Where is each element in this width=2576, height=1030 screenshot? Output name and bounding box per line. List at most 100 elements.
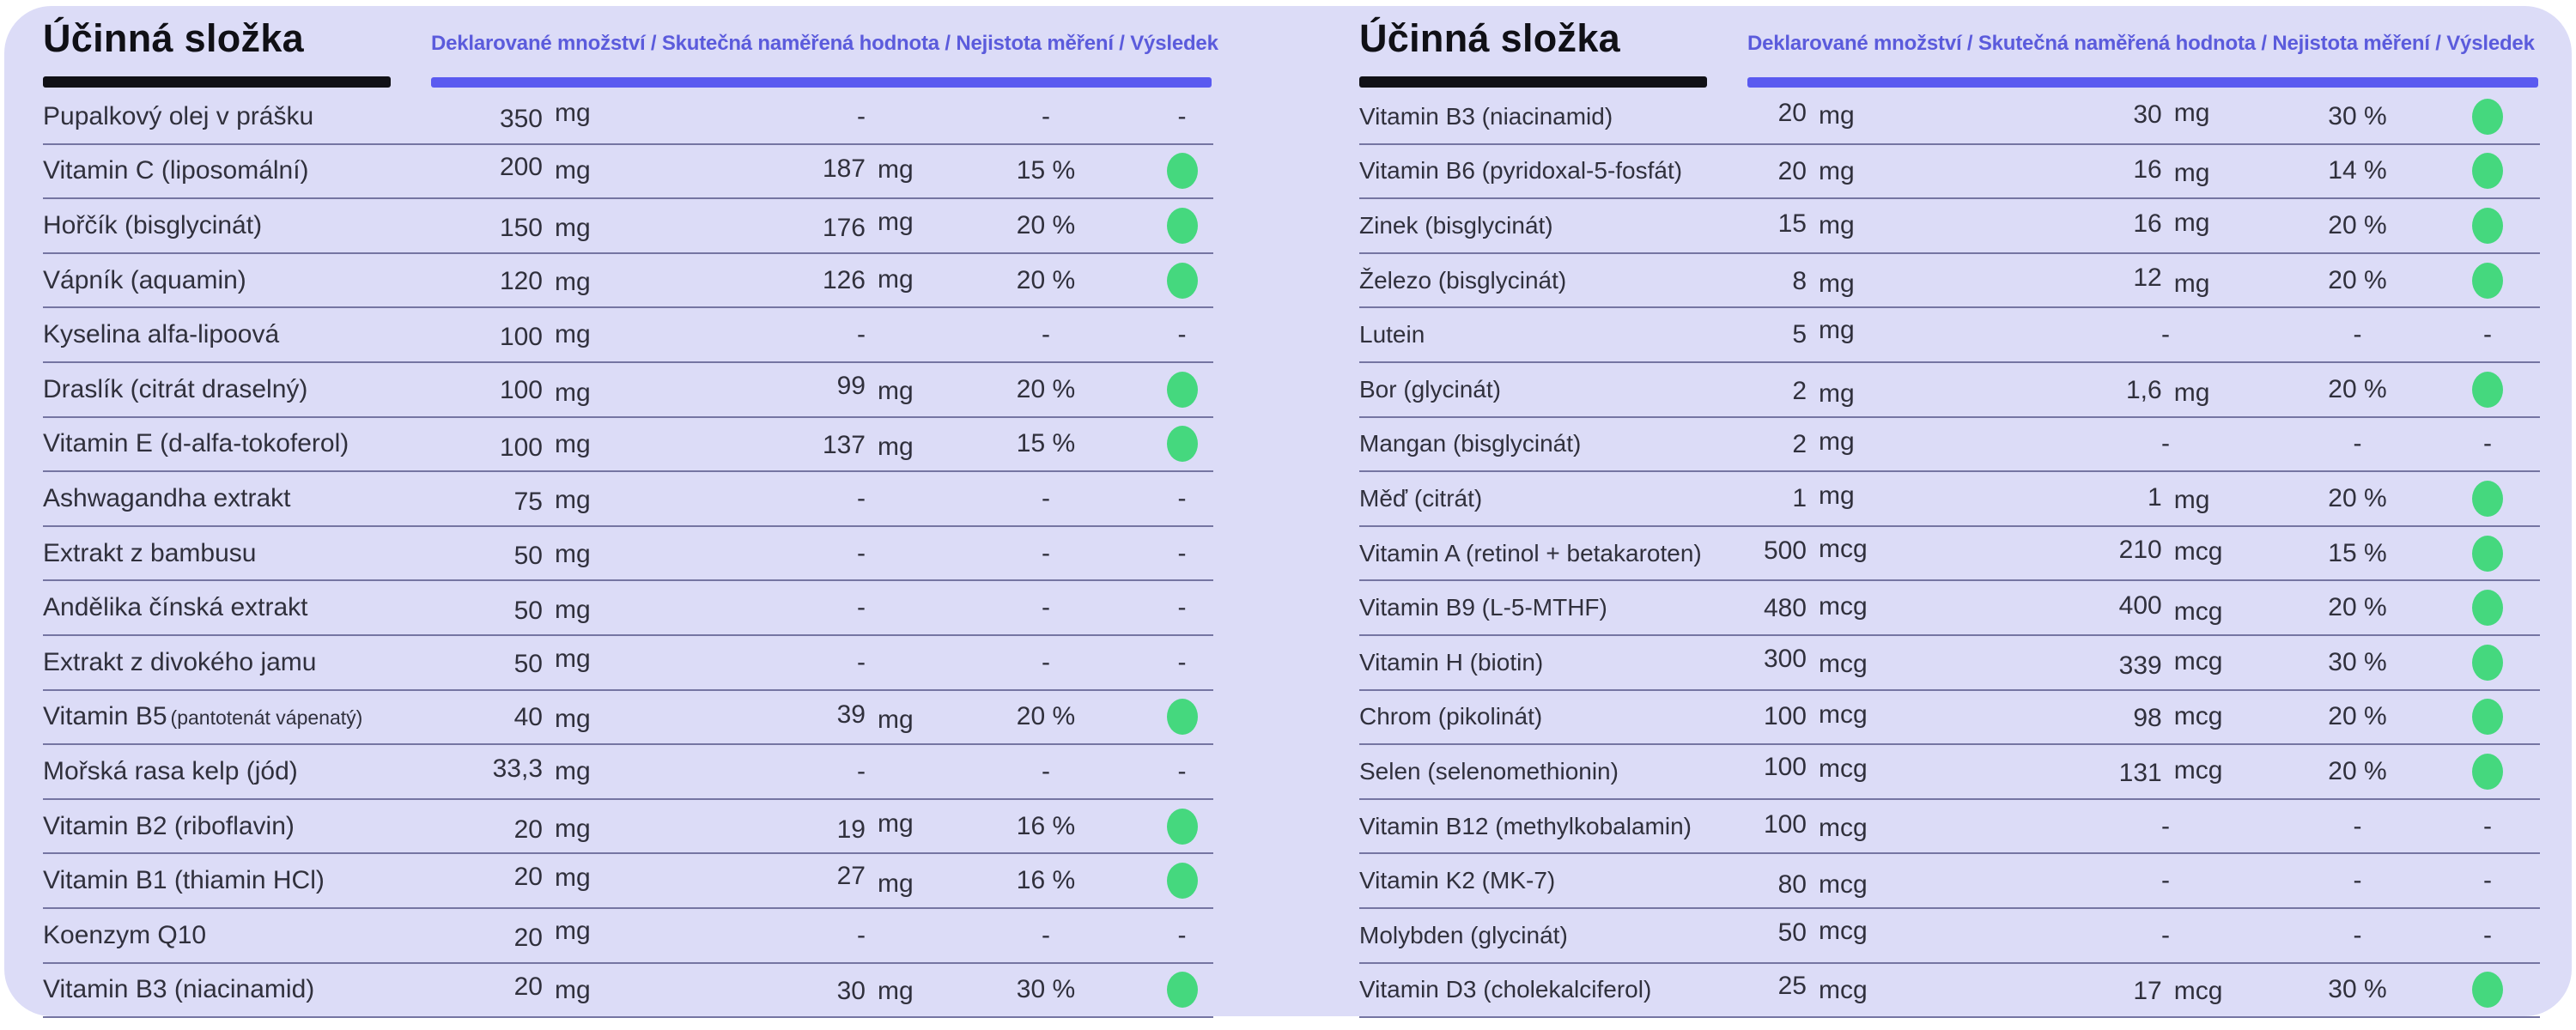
declared-unit: mg: [555, 596, 591, 625]
ingredient-label: Vitamin H (biotin): [1359, 649, 1741, 676]
uncertainty-value: 20 %: [2328, 483, 2387, 512]
measured-value: 400: [2118, 591, 2162, 621]
pass-dot-icon: [1166, 699, 1198, 736]
ingredient-name: Ashwagandha extrakt: [43, 483, 291, 512]
ingredient-name: Lutein: [1359, 321, 1425, 348]
uncertainty-value: -: [1042, 593, 1050, 622]
declared-value: 20: [1777, 98, 1807, 127]
result-dash: -: [1177, 538, 1187, 567]
measured-unit: mg: [878, 706, 914, 735]
measured-amount: -: [661, 648, 981, 677]
measured-amount: 176 mg: [661, 208, 981, 242]
measurement-uncertainty: 20 %: [2252, 593, 2394, 622]
measurement-uncertainty: 30 %: [2252, 975, 2394, 1004]
declared-value: 480: [1763, 594, 1807, 623]
declared-unit: mg: [555, 814, 591, 843]
declared-unit: mg: [1819, 210, 1855, 239]
measured-value: 98: [2133, 704, 2162, 733]
uncertainty-value: 30 %: [2328, 975, 2387, 1004]
result-cell: -: [1111, 921, 1213, 950]
declared-value: 50: [1777, 918, 1807, 947]
ingredient-label: Koenzym Q10: [43, 921, 447, 950]
result-cell: [2394, 371, 2540, 408]
ingredient-label: Vitamin A (retinol + betakaroten): [1359, 540, 1741, 567]
declared-unit: mcg: [1819, 976, 1868, 1005]
pass-dot-icon: [2472, 699, 2503, 736]
measurement-uncertainty: -: [2252, 921, 2394, 950]
measurement-uncertainty: -: [2252, 866, 2394, 895]
table-row: Mangan (bisglycinát) 2 mg - - -: [1359, 418, 2540, 473]
measurement-uncertainty: 30 %: [2252, 648, 2394, 677]
uncertainty-value: -: [2353, 811, 2362, 840]
uncertainty-value: 20 %: [2328, 702, 2387, 731]
result-cell: -: [2394, 921, 2540, 950]
result-cell: [2394, 590, 2540, 627]
result-dash: -: [1177, 647, 1187, 676]
pass-dot-icon: [1166, 863, 1198, 900]
measured-value: 99: [836, 371, 866, 400]
measured-unit: mg: [2173, 208, 2210, 237]
result-dash: -: [2483, 320, 2492, 349]
measurement-uncertainty: -: [981, 757, 1111, 786]
declared-value: 20: [513, 863, 543, 892]
result-cell: [1111, 153, 1213, 190]
pass-dot-icon: [1166, 207, 1198, 244]
ingredient-name: Měď (citrát): [1359, 484, 1483, 512]
measured-unit: mg: [2173, 98, 2210, 127]
declared-unit: mcg: [1819, 754, 1868, 783]
measurement-uncertainty: 15 %: [2252, 539, 2394, 568]
measured-amount: -: [661, 484, 981, 513]
declared-unit: mg: [555, 756, 591, 785]
measurement-uncertainty: 20 %: [981, 375, 1111, 404]
measured-unit: mcg: [2173, 977, 2223, 1006]
declared-amount: 100 mcg: [1741, 810, 1917, 842]
measurement-uncertainty: -: [981, 648, 1111, 677]
uncertainty-value: -: [2353, 866, 2362, 895]
pass-dot-icon: [2472, 972, 2503, 1009]
declared-value: 150: [499, 213, 543, 242]
table-row: Mořská rasa kelp (jód) 33,3 mg - - -: [43, 745, 1213, 800]
declared-unit: mg: [555, 213, 591, 242]
declared-unit: mg: [555, 156, 591, 185]
measured-amount: 131 mcg: [1917, 755, 2252, 787]
declared-unit: mg: [555, 644, 591, 673]
pass-dot-icon: [1166, 808, 1198, 845]
measured-value: 210: [2118, 535, 2162, 564]
table-row: Kyselina alfa-lipoová 100 mg - - -: [43, 308, 1213, 363]
ingredient-name: Molybden (glycinát): [1359, 921, 1568, 948]
declared-unit: mg: [555, 705, 591, 734]
uncertainty-value: 15 %: [1016, 429, 1076, 458]
measurement-uncertainty: 30 %: [981, 975, 1111, 1004]
ingredient-label: Extrakt z divokého jamu: [43, 648, 447, 677]
measured-unit: mcg: [2173, 755, 2223, 785]
table-row: Železo (bisglycinát) 8 mg 12 mg 20 %: [1359, 254, 2540, 309]
columns-underline: [1747, 77, 2538, 88]
ingredient-name: Železo (bisglycinát): [1359, 266, 1567, 294]
uncertainty-value: -: [1042, 101, 1050, 130]
result-cell: [2394, 207, 2540, 244]
result-dash: -: [1177, 920, 1187, 949]
declared-amount: 100 mcg: [1741, 700, 1917, 731]
measured-amount: -: [661, 921, 981, 950]
measured-amount: 12 mg: [1917, 264, 2252, 298]
ingredient-name: Vitamin B2 (riboflavin): [43, 811, 295, 840]
measured-amount: -: [1917, 812, 2252, 841]
declared-amount: 8 mg: [1741, 266, 1917, 298]
table-row: Měď (citrát) 1 mg 1 mg 20 %: [1359, 472, 2540, 527]
table-title: Účinná složka: [43, 16, 305, 60]
declared-amount: 150 mg: [447, 211, 661, 242]
ingredient-label: Vitamin B12 (methylkobalamin): [1359, 813, 1741, 840]
measured-unit: mg: [878, 264, 914, 294]
measurement-uncertainty: -: [2252, 320, 2394, 349]
uncertainty-value: 20 %: [1016, 210, 1076, 239]
declared-unit: mg: [555, 539, 591, 568]
uncertainty-value: 16 %: [1016, 811, 1076, 840]
measured-unit: mcg: [2173, 646, 2223, 676]
declared-unit: mg: [555, 430, 591, 459]
declared-value: 1: [1792, 483, 1807, 512]
declared-amount: 75 mg: [447, 484, 661, 516]
result-dash: -: [2483, 866, 2492, 895]
declared-amount: 2 mg: [1741, 427, 1917, 458]
measurement-uncertainty: 20 %: [981, 702, 1111, 731]
declared-amount: 25 mcg: [1741, 972, 1917, 1005]
